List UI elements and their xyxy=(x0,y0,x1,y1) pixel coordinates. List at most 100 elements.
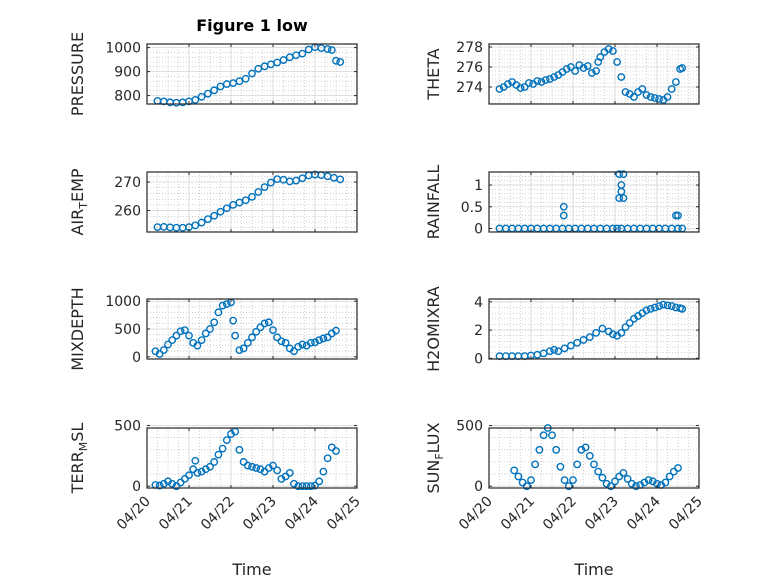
y-tick-label: 270 xyxy=(114,175,141,191)
data-point xyxy=(579,64,588,72)
y-tick-label: 274 xyxy=(456,80,483,96)
y-axis-label: RAINFALL xyxy=(424,165,443,240)
x-tick-label: 04/25 xyxy=(324,494,364,534)
data-point xyxy=(214,450,223,459)
y-axis-label: THETA xyxy=(424,48,443,100)
x-tick-label: 04/22 xyxy=(198,494,238,534)
x-tick-label: 04/22 xyxy=(540,494,580,534)
data-point xyxy=(191,456,200,465)
data-point xyxy=(248,69,256,78)
data-point xyxy=(604,45,613,53)
data-point xyxy=(235,445,244,454)
data-point xyxy=(252,464,261,472)
data-point xyxy=(598,324,607,333)
data-point xyxy=(663,93,672,101)
data-point xyxy=(191,221,200,230)
data-point xyxy=(269,461,277,470)
data-point xyxy=(642,306,651,315)
data-point xyxy=(615,170,624,179)
data-point xyxy=(294,342,303,351)
data-point xyxy=(516,84,525,92)
data-point xyxy=(562,65,571,73)
data-point xyxy=(222,436,231,445)
data-point xyxy=(619,170,628,179)
data-point xyxy=(663,301,672,310)
data-point xyxy=(306,338,315,347)
data-point xyxy=(503,80,512,88)
x-tick-label: 04/25 xyxy=(666,494,706,534)
data-point xyxy=(571,67,579,75)
data-point xyxy=(541,76,550,84)
y-axis-label: SUNFLUX xyxy=(424,422,446,493)
data-point xyxy=(155,481,164,490)
data-point xyxy=(252,327,261,336)
data-point xyxy=(646,304,655,313)
data-point xyxy=(579,336,588,344)
subplot-terr-msl: 0 500 04/20 04/21 04/22 04/23 04/24 04/25 TERRMS… xyxy=(68,419,364,534)
data-point xyxy=(294,482,303,491)
data-point xyxy=(256,323,265,332)
data-point xyxy=(655,302,663,310)
data-point xyxy=(556,462,565,471)
data-point xyxy=(298,174,307,183)
x-tick-label: 04/24 xyxy=(624,493,664,533)
data-point xyxy=(667,302,676,310)
data-point xyxy=(621,88,630,96)
data-point xyxy=(323,454,332,463)
data-point xyxy=(222,300,231,308)
data-point xyxy=(185,331,193,340)
data-point xyxy=(218,301,227,310)
data-point xyxy=(632,482,640,491)
data-point xyxy=(592,67,600,75)
data-point xyxy=(651,94,659,102)
data-point xyxy=(155,350,164,358)
x-tick-label: 04/20 xyxy=(114,494,154,534)
data-point xyxy=(323,45,332,53)
data-point xyxy=(216,82,225,91)
y-tick-label: 0.5 xyxy=(461,200,483,216)
data-point xyxy=(617,73,626,81)
data-point xyxy=(642,91,651,99)
data-point xyxy=(495,85,504,93)
data-point xyxy=(585,333,594,342)
y-tick-label: 1 xyxy=(474,178,483,194)
data-point xyxy=(260,183,269,192)
data-point xyxy=(646,93,655,101)
data-point xyxy=(315,477,324,486)
data-point xyxy=(216,207,225,216)
axes-box xyxy=(146,427,358,489)
data-point xyxy=(243,461,252,470)
data-point xyxy=(197,92,206,101)
data-point xyxy=(298,482,307,491)
data-point xyxy=(559,211,568,220)
data-point xyxy=(525,79,533,87)
y-tick-label: 500 xyxy=(114,419,141,435)
data-point xyxy=(229,316,238,325)
data-point xyxy=(180,326,189,335)
subplot-theta: 274 276 278 THETA xyxy=(424,40,700,105)
data-point xyxy=(569,476,577,485)
data-point xyxy=(290,347,298,356)
data-point xyxy=(319,467,328,476)
data-point xyxy=(665,472,674,481)
data-point xyxy=(203,215,212,224)
y-tick-label: 900 xyxy=(114,65,141,81)
data-point xyxy=(537,78,546,86)
y-axis-label: H2OMIXRA xyxy=(424,286,443,372)
y-tick-label: 800 xyxy=(114,89,141,105)
y-axis-label: TERRMSL xyxy=(68,423,90,495)
data-point xyxy=(546,75,554,83)
data-point xyxy=(298,340,307,349)
data-point xyxy=(554,347,563,356)
data-point xyxy=(302,482,311,491)
x-tick-label: 04/20 xyxy=(456,494,496,534)
data-point xyxy=(567,341,575,350)
data-point xyxy=(231,331,240,340)
data-point xyxy=(210,318,219,327)
y-tick-label: 500 xyxy=(114,322,141,338)
data-point xyxy=(510,466,519,475)
y-tick-label: 4 xyxy=(474,295,483,311)
data-point xyxy=(560,344,569,353)
data-point xyxy=(533,77,542,85)
